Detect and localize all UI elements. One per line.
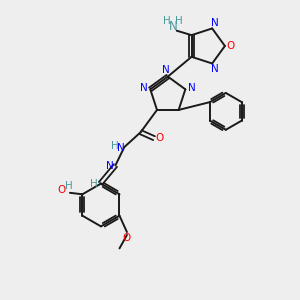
Text: N: N xyxy=(117,143,124,153)
Text: H: H xyxy=(175,16,183,26)
Text: N: N xyxy=(188,83,196,93)
Text: O: O xyxy=(123,233,131,243)
Text: H: H xyxy=(90,179,98,189)
Text: O: O xyxy=(227,41,235,51)
Text: N: N xyxy=(106,161,113,171)
Text: O: O xyxy=(156,133,164,143)
Text: H: H xyxy=(163,16,171,26)
Text: H: H xyxy=(65,181,73,191)
Text: N: N xyxy=(211,64,219,74)
Text: N: N xyxy=(211,18,219,28)
Text: H: H xyxy=(111,142,119,152)
Text: N: N xyxy=(169,20,178,33)
Text: N: N xyxy=(163,65,170,75)
Text: N: N xyxy=(140,83,148,93)
Text: O: O xyxy=(58,185,66,195)
